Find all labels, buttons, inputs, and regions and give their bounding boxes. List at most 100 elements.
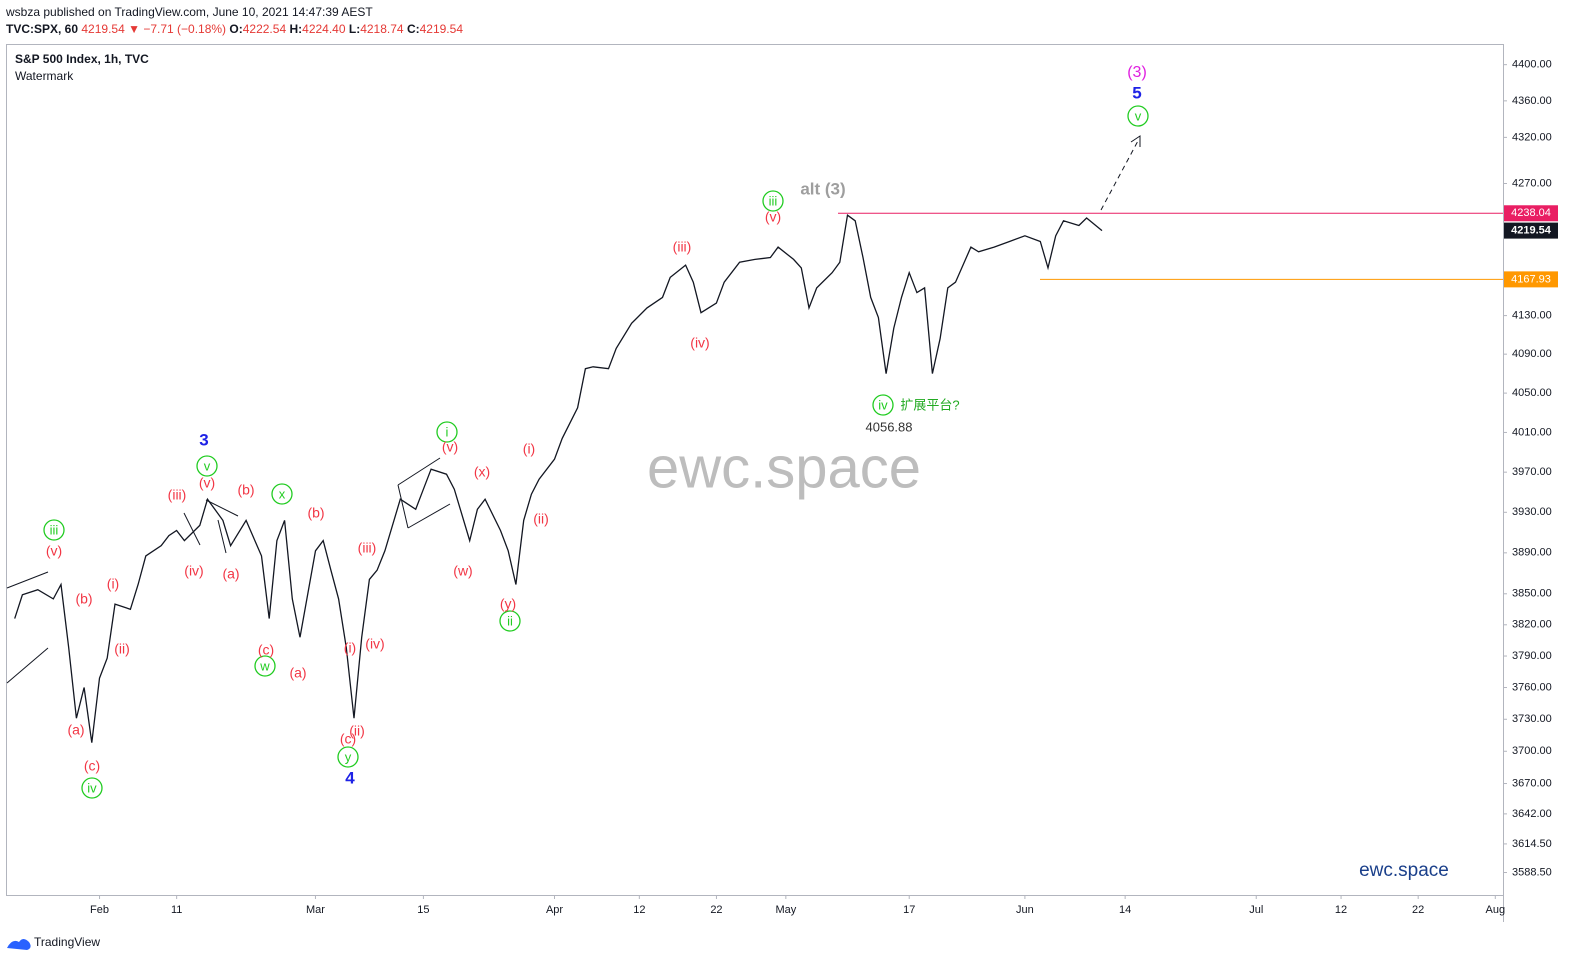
x-tick-label: Jun [1016, 904, 1034, 916]
ohlc-value: 4219.54 [419, 22, 463, 36]
price-line-series [14, 214, 1103, 743]
wave-label: (b) [237, 482, 254, 498]
price: 4219.54 [81, 22, 125, 36]
wave-circle [762, 190, 784, 212]
wave-label: (w) [453, 563, 472, 579]
wave-label: 4056.88 [866, 419, 913, 434]
wedge-line [183, 512, 201, 546]
price-label-box [1504, 271, 1558, 288]
wave-label: (iv) [184, 563, 203, 579]
ohlc-label: H: [289, 22, 303, 36]
tradingview-logo: TradingView [7, 935, 100, 950]
x-tick-label: 22 [710, 904, 722, 916]
x-tick-label: 22 [1412, 904, 1424, 916]
wave-label: iv [87, 780, 97, 795]
signature: ewc.space [1359, 860, 1449, 881]
x-tick-label: 14 [1119, 904, 1131, 916]
chart-subtitle: Watermark [15, 69, 74, 83]
y-tick-label: 3760.00 [1512, 681, 1552, 693]
y-tick-label: 4010.00 [1512, 426, 1552, 438]
ohlc-value: 4218.74 [360, 22, 404, 36]
y-tick-label: 4050.00 [1512, 387, 1552, 399]
x-tick-label: Mar [306, 904, 325, 916]
y-tick-label: 3588.50 [1512, 866, 1552, 878]
wave-label: (a) [289, 665, 306, 681]
wave-label: 4 [345, 768, 355, 787]
wave-label: (v) [46, 543, 62, 559]
x-tick-label: May [775, 904, 796, 916]
change: ▼ −7.71 (−0.18%) [128, 22, 227, 36]
wave-label: (3) [1127, 64, 1147, 81]
wave-circle [436, 421, 458, 443]
ohlc-label: O: [229, 22, 243, 36]
wedge-line [205, 499, 239, 517]
symbol: TVC:SPX, 60 [6, 22, 79, 36]
wave-label: (c) [340, 731, 356, 747]
wave-label: iv [878, 397, 888, 412]
wave-label: (iv) [690, 335, 709, 351]
wave-label: 5 [1132, 83, 1141, 102]
ohlc-value: 4224.40 [302, 22, 346, 36]
wave-label: y [345, 749, 352, 764]
wave-circle [337, 746, 359, 768]
wave-label: v [204, 458, 211, 473]
wedge-line [6, 571, 49, 589]
y-tick-label: 3700.00 [1512, 745, 1552, 757]
wave-label: (y) [500, 596, 516, 612]
y-tick-label: 3930.00 [1512, 506, 1552, 518]
symbol-line: TVC:SPX, 60 4219.54 ▼ −7.71 (−0.18%) O:4… [6, 22, 463, 36]
wave-circle [43, 519, 65, 541]
wave-label: 扩展平台? [900, 397, 959, 412]
arrow-head [1130, 135, 1141, 147]
wave-label: (iii) [673, 239, 692, 255]
price-label: 4238.04 [1511, 207, 1551, 219]
wave-label: x [279, 486, 286, 501]
wave-label: (c) [258, 642, 274, 658]
ohlc: O:4222.54 H:4224.40 L:4218.74 C:4219.54 [229, 22, 463, 36]
y-tick-label: 3730.00 [1512, 713, 1552, 725]
wave-label: (x) [474, 464, 490, 480]
y-tick-label: 3970.00 [1512, 466, 1552, 478]
y-tick-label: 4320.00 [1512, 131, 1552, 143]
chart-title: S&P 500 Index, 1h, TVC [15, 52, 149, 66]
trendlines [6, 135, 1141, 684]
x-tick-label: Aug [1485, 904, 1505, 916]
x-tick-label: Feb [90, 904, 109, 916]
y-tick-label: 4400.00 [1512, 59, 1552, 71]
wave-circle [254, 655, 276, 677]
price-label: 4167.93 [1511, 273, 1551, 285]
wave-label: (ii) [533, 511, 549, 527]
price-label-box [1504, 205, 1558, 222]
ohlc-label: C: [406, 22, 420, 36]
wave-circle [271, 483, 293, 505]
published-line: wsbza published on TradingView.com, June… [6, 5, 373, 19]
wave-label: (i) [523, 441, 535, 457]
logo-cloud [7, 939, 31, 950]
wave-label: iii [769, 193, 778, 208]
wave-label: ii [507, 613, 513, 628]
wave-circle [196, 455, 218, 477]
watermark: ewc.space [647, 435, 921, 500]
y-tick-label: 3642.00 [1512, 808, 1552, 820]
wave-label: alt (3) [800, 179, 845, 198]
wave-label: (iii) [358, 540, 377, 556]
x-tick-label: 12 [1335, 904, 1347, 916]
x-tick-label: 11 [171, 904, 182, 916]
y-tick-label: 4360.00 [1512, 95, 1552, 107]
y-tick-label: 3820.00 [1512, 619, 1552, 631]
x-tick-label: Apr [546, 904, 563, 916]
ohlc-label: L: [348, 22, 361, 36]
x-tick-label: Jul [1249, 904, 1263, 916]
wedge-line [397, 484, 409, 529]
wave-label: (b) [307, 505, 324, 521]
wave-label: (i) [107, 576, 119, 592]
wave-label: i [446, 424, 449, 439]
wave-label: w [259, 658, 270, 673]
wave-label: (a) [67, 722, 84, 738]
wave-label: (ii) [349, 723, 365, 739]
wave-label: (b) [75, 591, 92, 607]
wave-label: (iii) [168, 487, 187, 503]
wave-label: iii [50, 522, 59, 537]
